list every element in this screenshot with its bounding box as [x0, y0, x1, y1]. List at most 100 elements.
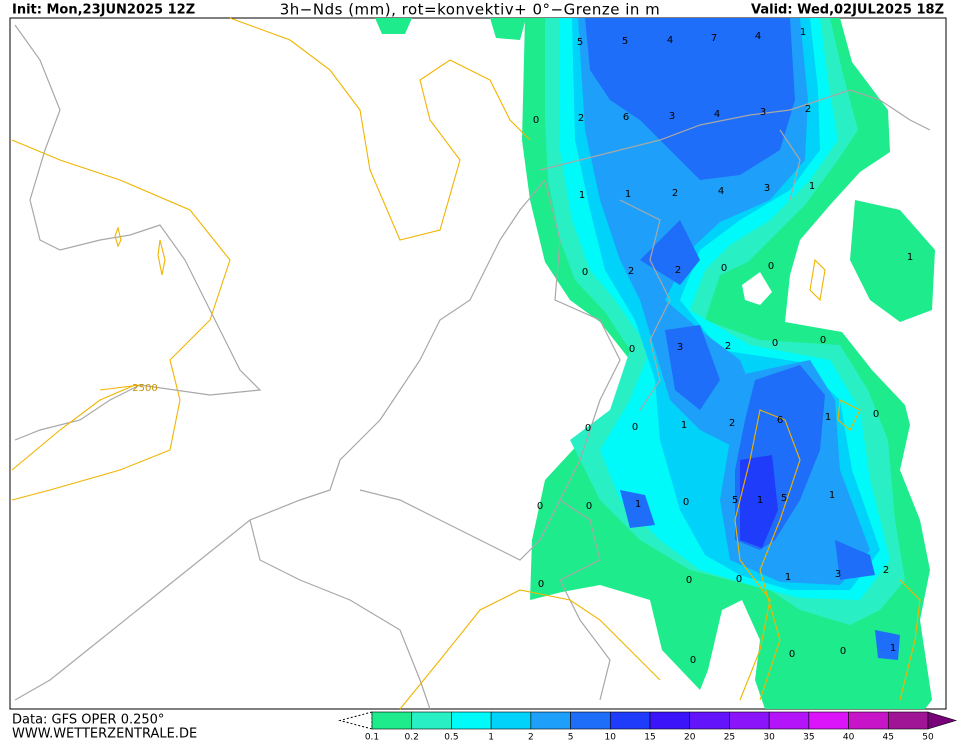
precip-area [740, 455, 778, 548]
colorbar-label: 5 [568, 733, 574, 742]
colorbar-swatch [887, 711, 929, 730]
website: WWW.WETTERZENTRALE.DE [12, 727, 197, 742]
colorbar-label: 45 [883, 733, 894, 742]
init-time: Init: Mon,23JUN2025 12Z [12, 3, 195, 18]
contour [809, 258, 861, 431]
precip-label: 1 [907, 252, 913, 263]
colorbar-label: 50 [922, 733, 934, 742]
precip-label: 1 [809, 181, 815, 192]
precip-label: 2 [883, 565, 889, 576]
colorbar-under [338, 711, 373, 730]
precip-area [375, 18, 935, 322]
border [359, 179, 621, 561]
colorbar-swatch [609, 711, 651, 730]
map-labels: 5 5 4 7 4 1 0 2 6 3 4 3 2 1 1 2 4 3 1 1 0 2 2 0 0 0 3 2 0 0 6 1 0 0 0 1 2 5 1 5… [533, 27, 913, 666]
colorbar-label: 0.2 [405, 733, 419, 742]
precip-label: 0 [820, 335, 826, 346]
colorbar-swatch [490, 711, 532, 730]
contour-label: 2500 [132, 383, 157, 394]
precip-label: 0 [582, 267, 588, 278]
colorbar-swatch [729, 711, 770, 730]
colorbar-label: 2 [528, 733, 534, 742]
colorbar-swatch [848, 711, 889, 730]
precip-label: 2 [628, 266, 634, 277]
precip-label: 4 [718, 186, 724, 197]
precip-label: 0 [632, 422, 638, 433]
valid-time: Valid: Wed,02JUL2025 18Z [751, 3, 944, 18]
colorbar-label: 0.5 [444, 733, 458, 742]
colorbar-swatch [570, 711, 611, 730]
precip-label: 0 [533, 115, 539, 126]
colorbar-swatch [451, 711, 492, 730]
precip-label: 5 [577, 37, 583, 48]
precip-label: 0 [873, 409, 879, 420]
precip-label: 1 [800, 27, 806, 38]
precip-label: 1 [785, 572, 791, 583]
contour [11, 139, 231, 501]
precip-label: 0 [772, 338, 778, 349]
border [249, 499, 611, 710]
precip-label: 0 [840, 646, 846, 657]
colorbar-label: 0.1 [365, 733, 379, 742]
contour [11, 384, 141, 471]
precip-label: 0 [721, 263, 727, 274]
colorbar-swatch [768, 711, 810, 730]
precip-label: 4 [714, 109, 720, 120]
precip-label: 1 [681, 420, 687, 431]
coastline [14, 179, 546, 701]
colorbar-label: 35 [803, 733, 814, 742]
precip-label: 6 [777, 415, 783, 426]
coastline [539, 89, 931, 171]
precip-gap [742, 272, 772, 305]
precip-label: 4 [755, 31, 761, 42]
coastlines [14, 24, 931, 710]
precip-label: 0 [768, 261, 774, 272]
colorbar-over [927, 711, 958, 730]
colorbar-label: 40 [843, 733, 855, 742]
precip-label: 2 [725, 341, 731, 352]
border [619, 129, 801, 411]
precip-label: 2 [672, 188, 678, 199]
colorbar-swatch [689, 711, 730, 730]
precip-label: 1 [829, 490, 835, 501]
precip-label: 5 [732, 495, 738, 506]
precip-label: 6 [623, 112, 629, 123]
freezing-level-contours [11, 17, 921, 710]
precip-label: 7 [711, 33, 717, 44]
precip-label: 0 [683, 497, 689, 508]
colorbar-swatch [411, 711, 452, 730]
precip-areas [375, 18, 935, 709]
precip-label: 1 [625, 189, 631, 200]
data-source: Data: GFS OPER 0.250° [12, 713, 164, 728]
precip-label: 1 [579, 190, 585, 201]
map-title: 3h−Nds (mm), rot=konvektiv+ 0°−Grenze in… [280, 1, 661, 19]
colorbar-swatch [808, 711, 849, 730]
precip-label: 2 [729, 418, 735, 429]
precip-label: 1 [757, 495, 763, 506]
colorbar-label: 10 [605, 733, 617, 742]
colorbar-label: 1 [488, 733, 494, 742]
precip-label: 0 [585, 423, 591, 434]
precip-label: 2 [805, 104, 811, 115]
precip-label: 0 [686, 575, 692, 586]
colorbar-label: 30 [763, 733, 775, 742]
precip-label: 3 [764, 183, 770, 194]
precip-label: 5 [622, 36, 628, 47]
contour [399, 409, 921, 710]
precip-label: 0 [789, 649, 795, 660]
coastline [14, 24, 262, 441]
precip-label: 3 [760, 107, 766, 118]
precip-label: 0 [538, 579, 544, 590]
colorbar-swatch [371, 711, 413, 730]
precip-label: 2 [675, 265, 681, 276]
colorbar-swatch [530, 711, 571, 730]
colorbar-label: 20 [684, 733, 696, 742]
precip-label: 0 [537, 501, 543, 512]
precip-label: 0 [690, 655, 696, 666]
colorbar: 0.1 0.2 0.5 1 2 5 10 15 20 25 30 35 40 45 50 [338, 711, 958, 743]
contour [114, 226, 166, 276]
precip-label: 1 [890, 643, 896, 654]
contour [229, 17, 531, 241]
